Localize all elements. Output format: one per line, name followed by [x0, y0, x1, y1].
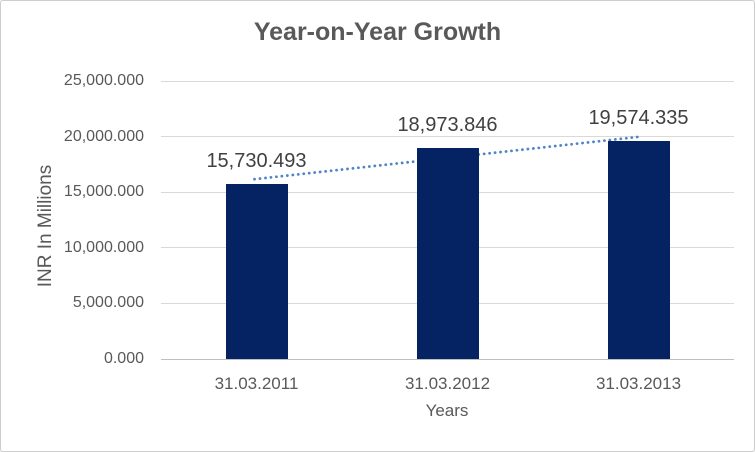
- x-axis-tick-label: 31.03.2013: [595, 374, 682, 393]
- y-axis-tick-label: 20,000.000: [63, 127, 144, 145]
- data-label-31.03.2012: 18,973.846: [397, 114, 498, 136]
- bar-31.03.2013: [607, 141, 670, 359]
- bar-31.03.2011: [225, 184, 288, 359]
- x-axis-tick-label: 31.03.2012: [404, 374, 491, 393]
- x-axis-tick-label: 31.03.2011: [214, 374, 299, 393]
- data-label-31.03.2013: 19,574.335: [588, 107, 689, 130]
- chart-title: Year-on-Year Growth: [253, 18, 502, 46]
- gridline: [161, 136, 734, 138]
- y-axis-tick-label: 10,000.000: [63, 238, 144, 256]
- y-axis-tick-label: 25,000.000: [63, 72, 144, 89]
- y-axis-tick-label: 5,000.000: [72, 294, 144, 312]
- trendline: [253, 135, 644, 181]
- x-axis-title: Years: [425, 401, 469, 420]
- y-axis-tick-label: 15,000.000: [63, 183, 144, 201]
- data-label-31.03.2011: 15,730.493: [206, 150, 307, 173]
- bar-31.03.2012: [416, 148, 479, 359]
- gridline: [161, 80, 734, 82]
- plot-area: [161, 80, 734, 360]
- y-axis-tick-label: 0.000: [103, 350, 144, 367]
